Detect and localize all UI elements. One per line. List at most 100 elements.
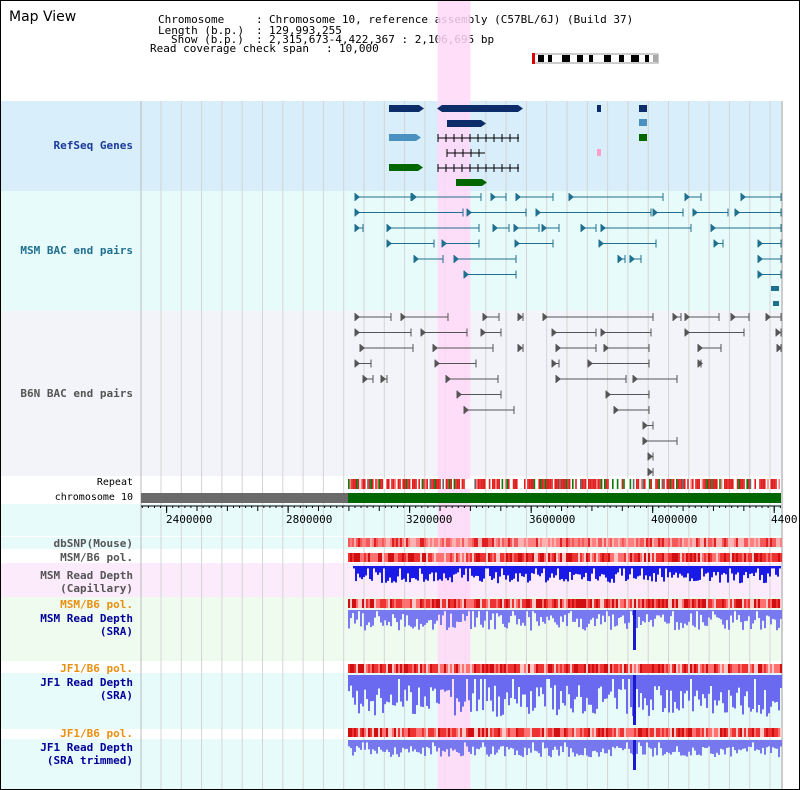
msm-sra-depth-bar [616, 610, 618, 626]
repeat-element [413, 479, 416, 489]
track-label-dbsnp[interactable]: dbSNP(Mouse) [53, 537, 133, 550]
msm-b6-pol-heat-strip-2-cell [494, 599, 496, 608]
jf1-trimmed-depth-bar [384, 740, 386, 752]
jf1-b6-pol-heat-strip-cell [464, 664, 466, 673]
b6n-bac-end-marker [588, 359, 593, 368]
jf1-b6-pol-heat-strip-2-cell [582, 728, 584, 737]
msm-b6-pol-heat-strip-cell [606, 553, 608, 562]
jf1-b6-pol-heat-strip-cell [534, 664, 536, 673]
jf1-b6-pol-heat-strip-2-cell [722, 728, 724, 737]
jf1-trimmed-depth-bar [710, 740, 712, 754]
track-label-jf1-read-depth-trimmed[interactable]: JF1 Read Depth [40, 741, 133, 754]
msm-capillary-depth-bar [423, 566, 425, 582]
jf1-trimmed-depth-bar [702, 740, 704, 748]
jf1-b6-pol-heat-strip-cell [362, 664, 364, 673]
b6n-bac-end-marker [685, 328, 690, 337]
dbsnp-heat-strip-cell [624, 538, 626, 547]
refseq-gene-block [639, 134, 647, 141]
track-label-msm-bac-end-pairs[interactable]: MSM BAC end pairs [20, 244, 133, 257]
jf1-b6-pol-heat-strip-2-cell [364, 728, 366, 737]
track-label-msm-b6-pol-1[interactable]: MSM/B6 pol. [60, 551, 133, 564]
jf1-trimmed-depth-bar [700, 740, 702, 756]
track-label-msm-read-depth-capillary[interactable]: MSM Read Depth [40, 569, 133, 582]
jf1-sra-depth-bar [590, 675, 592, 705]
jf1-b6-pol-heat-strip-cell [690, 664, 692, 673]
msm-sra-depth-bar [638, 610, 640, 617]
repeat-element [431, 479, 433, 489]
dbsnp-heat-strip-cell [478, 538, 480, 547]
jf1-b6-pol-heat-strip-cell [608, 664, 610, 673]
msm-sra-depth-bar [548, 610, 550, 621]
jf1-b6-pol-heat-strip-2-cell [686, 728, 688, 737]
msm-capillary-depth-bar [713, 566, 715, 573]
msm-capillary-depth-bar [581, 566, 583, 580]
msm-b6-pol-heat-strip-cell [392, 553, 394, 562]
jf1-trimmed-depth-bar [412, 740, 414, 752]
jf1-b6-pol-heat-strip-cell [446, 664, 448, 673]
msm-capillary-depth-bar [725, 566, 727, 575]
track-label-b6n-bac-end-pairs[interactable]: B6N BAC end pairs [20, 387, 133, 400]
jf1-sra-depth-bar [564, 675, 566, 706]
msm-b6-pol-heat-strip-2-cell [594, 599, 596, 608]
jf1-b6-pol-heat-strip-cell [412, 664, 414, 673]
jf1-trimmed-depth-bar [668, 740, 670, 754]
msm-b6-pol-heat-strip-cell [562, 553, 564, 562]
msm-capillary-depth-bar [425, 566, 427, 580]
jf1-b6-pol-heat-strip-cell [606, 664, 608, 673]
dbsnp-heat-strip-cell [612, 538, 614, 547]
dbsnp-heat-strip-cell [708, 538, 710, 547]
msm-b6-pol-heat-strip-cell [560, 553, 562, 562]
msm-b6-pol-heat-strip-2-cell [488, 599, 490, 608]
jf1-b6-pol-heat-strip-2-cell [360, 728, 362, 737]
jf1-b6-pol-heat-strip-2-cell [754, 728, 756, 737]
track-label-jf1-b6-pol-2[interactable]: JF1/B6 pol. [60, 727, 133, 740]
msm-b6-pol-heat-strip-2-cell [720, 599, 722, 608]
msm-sra-depth-bar [546, 610, 548, 617]
msm-sra-depth-bar [764, 610, 766, 629]
track-label-repeat[interactable]: Repeat [96, 477, 133, 488]
track-label-jf1-b6-pol-1[interactable]: JF1/B6 pol. [60, 662, 133, 675]
msm-b6-pol-heat-strip-cell [474, 553, 476, 562]
msm-capillary-depth-bar [685, 566, 687, 578]
jf1-trimmed-depth-bar [596, 740, 598, 753]
jf1-sra-depth-bar [780, 675, 782, 688]
jf1-sra-depth-bar [612, 675, 614, 679]
track-label-refseq-genes[interactable]: RefSeq Genes [53, 139, 133, 152]
msm-capillary-depth-bar [745, 566, 747, 573]
jf1-b6-pol-heat-strip-cell [356, 664, 358, 673]
jf1-b6-pol-heat-strip-2-cell [484, 728, 486, 737]
dbsnp-heat-strip-cell [646, 538, 648, 547]
msm-sra-depth-bar [614, 610, 616, 627]
msm-b6-pol-heat-strip-cell [676, 553, 678, 562]
dbsnp-heat-strip-cell [732, 538, 734, 547]
msm-sra-depth-bar [468, 610, 470, 612]
msm-b6-pol-heat-strip-cell [654, 553, 656, 562]
msm-b6-pol-heat-strip-cell [398, 553, 400, 562]
jf1-b6-pol-heat-strip-cell [600, 664, 602, 673]
msm-b6-pol-heat-strip-cell [468, 553, 470, 562]
msm-capillary-depth-bar [399, 566, 401, 569]
jf1-b6-pol-heat-strip-2-cell [726, 728, 728, 737]
jf1-trimmed-depth-bar [662, 740, 664, 756]
track-label-chromosome[interactable]: chromosome 10 [54, 492, 133, 503]
chromosome-label: Chromosome [158, 13, 225, 26]
jf1-sra-depth-bar [540, 675, 542, 688]
jf1-b6-pol-heat-strip-cell [408, 664, 410, 673]
msm-b6-pol-heat-strip-2-cell [778, 599, 780, 608]
track-label-msm-read-depth-sra[interactable]: MSM Read Depth [40, 612, 133, 625]
repeat-element [668, 479, 670, 489]
track-label-jf1-read-depth-sra[interactable]: JF1 Read Depth [40, 676, 133, 689]
jf1-sra-depth-bar [736, 675, 738, 693]
jf1-b6-pol-heat-strip-cell [424, 664, 426, 673]
jf1-b6-pol-heat-strip-2-cell [444, 728, 446, 737]
jf1-sra-depth-bar [440, 675, 442, 690]
jf1-sra-depth-bar [738, 675, 740, 688]
jf1-trimmed-depth-bar [626, 740, 628, 743]
msm-sra-depth-bar [600, 610, 602, 625]
msm-sra-depth-bar [506, 610, 508, 629]
jf1-sra-depth-bar [542, 675, 544, 695]
track-label-msm-b6-pol-2[interactable]: MSM/B6 pol. [60, 598, 133, 611]
msm-b6-pol-heat-strip-2-cell [626, 599, 628, 608]
